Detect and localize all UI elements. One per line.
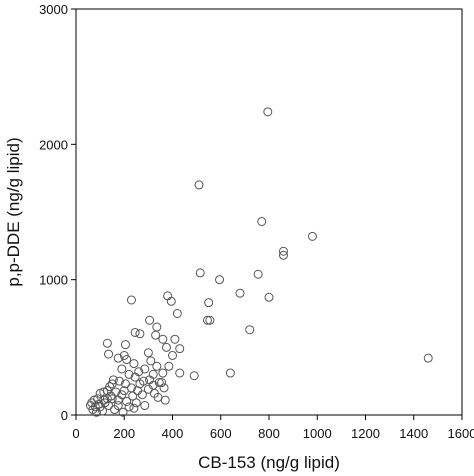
data-point (102, 394, 112, 404)
data-point (90, 402, 100, 412)
data-point (118, 407, 128, 417)
data-point (253, 269, 263, 279)
data-point (124, 369, 134, 379)
data-point (175, 368, 185, 378)
data-point (158, 334, 168, 344)
data-point (175, 344, 185, 354)
y-tick-label: 3000 (39, 2, 68, 17)
y-tick-label: 0 (61, 408, 68, 423)
data-point (113, 401, 123, 411)
x-tick-label: 600 (210, 426, 232, 441)
data-point (215, 275, 225, 285)
data-points (85, 107, 433, 417)
data-point (245, 325, 255, 335)
data-point (307, 231, 317, 241)
data-point (263, 107, 273, 117)
y-axis-title: p,p-DDE (ng/g lipid) (4, 137, 23, 286)
data-point (235, 288, 245, 298)
x-tick-label: 800 (258, 426, 280, 441)
data-point (130, 372, 140, 382)
data-point (107, 379, 117, 389)
data-point (278, 250, 288, 260)
data-point (152, 322, 162, 332)
y-tick-label: 2000 (39, 137, 68, 152)
data-point (159, 383, 169, 393)
data-point (140, 364, 150, 374)
data-point (119, 386, 129, 396)
data-point (152, 361, 162, 371)
data-point (135, 379, 145, 389)
data-point (145, 375, 155, 385)
data-point (113, 353, 123, 363)
x-tick-label: 200 (113, 426, 135, 441)
data-point (157, 378, 167, 388)
plot-frame (75, 8, 463, 416)
data-point (166, 296, 176, 306)
data-point (164, 361, 174, 371)
data-point (143, 348, 153, 358)
data-point (145, 315, 155, 325)
data-point (264, 292, 274, 302)
data-point (98, 406, 108, 416)
data-point (225, 368, 235, 378)
data-point (160, 395, 170, 405)
y-axis: 0 1000 2000 3000 (39, 2, 76, 423)
data-point (129, 403, 139, 413)
data-point (257, 216, 267, 226)
data-point (128, 391, 138, 401)
data-point (195, 268, 205, 278)
data-point (126, 295, 136, 305)
data-point (95, 388, 105, 398)
data-point (102, 338, 112, 348)
data-point (170, 334, 180, 344)
x-tick-label: 1400 (399, 426, 428, 441)
data-point (172, 309, 182, 318)
data-point (104, 401, 114, 411)
data-point (205, 315, 215, 325)
data-point (108, 375, 118, 385)
data-point (151, 330, 161, 340)
data-point (140, 401, 150, 411)
data-point (131, 398, 141, 408)
x-tick-label: 0 (72, 426, 79, 441)
data-point (189, 371, 199, 381)
data-point (120, 340, 130, 350)
x-axis: 0 200 400 600 800 1000 1200 1400 1600 (72, 415, 474, 441)
data-point (129, 359, 139, 369)
data-point (124, 402, 134, 412)
x-axis-title: CB-153 (ng/g lipid) (198, 453, 340, 472)
data-point (137, 390, 147, 400)
data-point (168, 350, 177, 360)
data-point (143, 384, 153, 394)
data-point (111, 387, 121, 397)
data-point (158, 368, 168, 378)
data-point (146, 356, 156, 366)
data-point (161, 342, 171, 352)
x-tick-label: 1600 (448, 426, 474, 441)
data-point (104, 349, 114, 359)
data-point (194, 180, 204, 190)
x-tick-label: 1000 (303, 426, 332, 441)
x-tick-label: 1200 (351, 426, 380, 441)
data-point (130, 327, 140, 337)
data-point (117, 364, 127, 374)
data-point (120, 379, 130, 389)
data-point (278, 246, 288, 256)
data-point (202, 315, 212, 325)
data-point (122, 355, 132, 365)
x-tick-label: 400 (162, 426, 184, 441)
data-point (204, 298, 214, 308)
data-point (423, 353, 433, 363)
y-tick-label: 1000 (39, 273, 68, 288)
data-point (135, 329, 145, 339)
data-point (154, 378, 164, 388)
data-point (122, 396, 132, 406)
